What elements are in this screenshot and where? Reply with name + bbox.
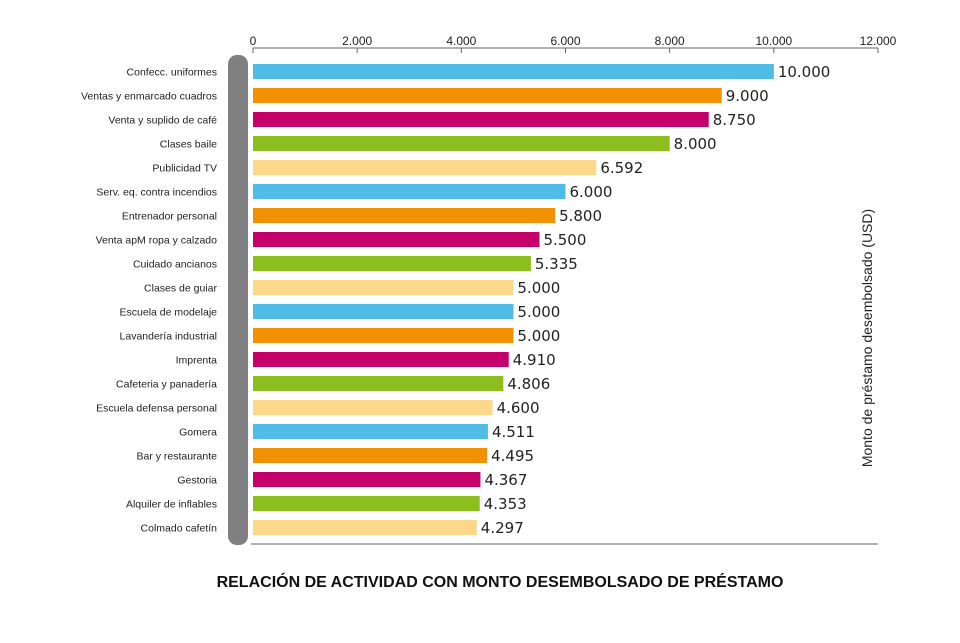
bar (253, 280, 514, 295)
category-label: Gestoria (177, 475, 217, 487)
category-label: Publicidad TV (152, 163, 217, 175)
bar (253, 472, 481, 487)
bar (253, 352, 509, 367)
data-label: 5.000 (517, 303, 560, 321)
data-label: 4.297 (481, 519, 524, 537)
x-axis: 0 2.000 4.000 6.000 8.000 10.000 12.000 (250, 34, 897, 53)
bar (253, 448, 488, 463)
x-tick-label: 8.000 (655, 34, 685, 48)
category-label: Alquiler de inflables (126, 499, 217, 511)
category-label: Clases baile (160, 139, 217, 151)
bar (253, 424, 488, 439)
x-tick-label: 12.000 (860, 34, 897, 48)
value-labels: 10.000 9.000 8.750 8.000 6.592 6.000 5.800 5.50… (481, 63, 831, 537)
data-label: 4.910 (513, 351, 556, 369)
x-tick-label: 6.000 (550, 34, 580, 48)
data-label: 4.367 (484, 471, 527, 489)
bar (253, 232, 540, 247)
data-label: 5.500 (543, 231, 586, 249)
y-axis-label: Monto de préstamo desembolsado (USD) (859, 209, 875, 467)
bar (253, 208, 556, 223)
data-label: 5.800 (559, 207, 602, 225)
data-label: 4.511 (492, 423, 535, 441)
data-label: 4.495 (491, 447, 534, 465)
bar (253, 112, 709, 127)
category-label: Entrenador personal (122, 211, 217, 223)
data-label: 4.806 (507, 375, 550, 393)
x-tick-label: 0 (250, 34, 257, 48)
left-category-band (228, 55, 248, 545)
category-label: Ventas y enmarcado cuadros (81, 91, 217, 103)
bar (253, 496, 480, 511)
data-label: 4.353 (484, 495, 527, 513)
bar (253, 304, 514, 319)
category-label: Clases de guiar (144, 283, 217, 295)
bar (253, 184, 566, 199)
category-label: Serv. eq. contra incendios (96, 187, 217, 199)
data-label: 5.335 (535, 255, 578, 273)
x-tick-label: 4.000 (446, 34, 476, 48)
data-label: 9.000 (726, 87, 769, 105)
category-label: Gomera (179, 427, 217, 439)
data-label: 10.000 (778, 63, 831, 81)
data-label: 6.000 (570, 183, 613, 201)
bar (253, 136, 670, 151)
bar (253, 400, 493, 415)
category-label: Cafeteria y panadería (116, 379, 217, 391)
category-label: Venta y suplido de café (108, 115, 217, 127)
chart-title: RELACIÓN DE ACTIVIDAD CON MONTO DESEMBOL… (217, 572, 784, 591)
bars-group (253, 64, 774, 535)
bar (253, 64, 774, 79)
category-label: Imprenta (176, 355, 218, 367)
category-label: Venta apM ropa y calzado (96, 235, 218, 247)
data-label: 5.000 (517, 279, 560, 297)
category-label: Cuidado ancianos (133, 259, 217, 271)
x-tick-label: 2.000 (342, 34, 372, 48)
bar (253, 328, 514, 343)
category-label: Escuela de modelaje (120, 307, 218, 319)
bar (253, 520, 477, 535)
data-label: 8.000 (674, 135, 717, 153)
category-label: Escuela defensa personal (96, 403, 217, 415)
bar (253, 256, 531, 271)
data-label: 8.750 (713, 111, 756, 129)
data-label: 5.000 (517, 327, 560, 345)
category-label: Lavandería industrial (120, 331, 217, 343)
data-label: 4.600 (497, 399, 540, 417)
category-label: Colmado cafetín (141, 523, 218, 535)
category-labels: Confecc. uniformes Ventas y enmarcado cua… (81, 67, 217, 535)
data-label: 6.592 (600, 159, 643, 177)
bar (253, 88, 722, 103)
category-label: Bar y restaurante (136, 451, 217, 463)
x-tick-label: 10.000 (755, 34, 792, 48)
bar (253, 160, 597, 175)
category-label: Confecc. uniformes (127, 67, 217, 79)
bar (253, 376, 504, 391)
